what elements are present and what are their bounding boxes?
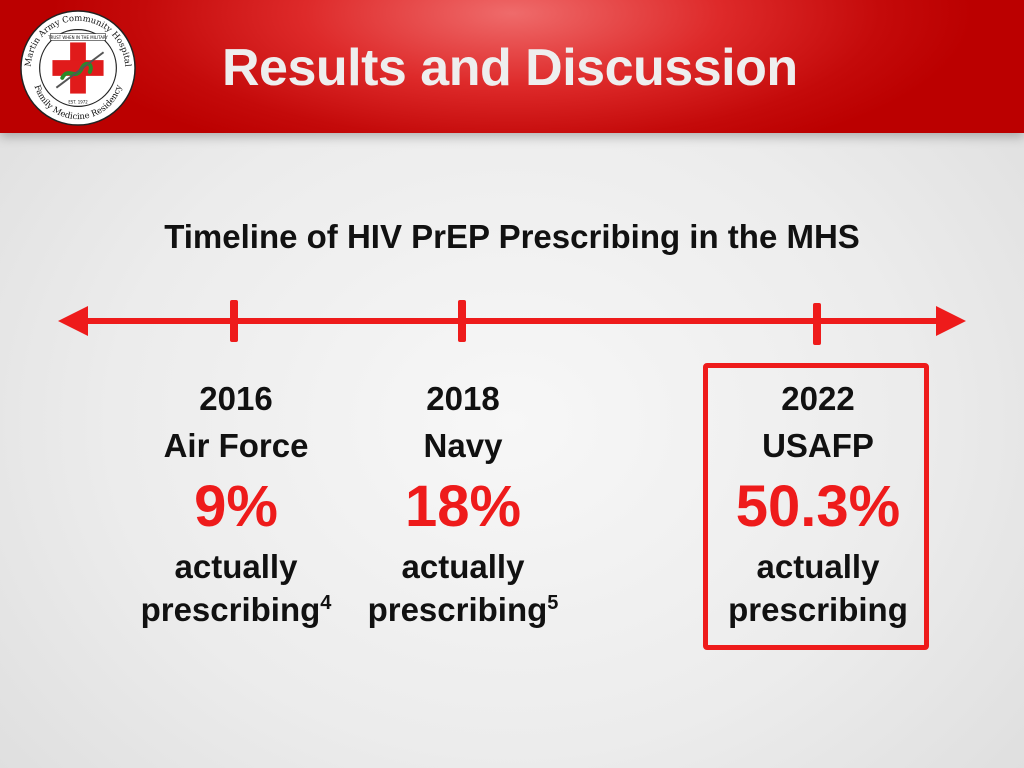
entry-year: 2016 — [199, 380, 273, 417]
entry-percent: 18% — [404, 474, 522, 539]
slide-title: Results and Discussion — [222, 39, 798, 97]
highlight-box-2022 — [703, 363, 929, 650]
entry-desc-line1: actually — [756, 548, 880, 585]
timeline-entry-2016: 2016 Air Force 9% actually prescribing4 — [116, 375, 356, 633]
timeline-right-arrow — [936, 306, 966, 336]
logo-est-text: EST. 1972 — [68, 99, 88, 104]
entry-desc-line1: actually — [401, 548, 525, 585]
entry-desc-line2: prescribing4 — [116, 587, 356, 633]
entry-org: USAFP — [762, 427, 874, 464]
logo-banner-text: TRUST WHEN IN THE MILITARY — [47, 35, 108, 40]
entry-percent: 9% — [194, 474, 278, 539]
timeline-tick-2018 — [458, 300, 466, 342]
entry-org: Air Force — [163, 427, 309, 464]
timeline-left-arrow — [58, 306, 88, 336]
entry-desc-line2: prescribing5 — [343, 587, 583, 633]
entry-reference: 4 — [320, 592, 332, 614]
entry-desc-text: prescribing — [140, 591, 321, 628]
header-bar: Martin Army Community Hospital Family Me… — [0, 0, 1024, 133]
timeline-entry-2022: 2022 USAFP 50.3% actually prescribing — [698, 375, 938, 633]
entry-desc-text: prescribing — [367, 591, 548, 628]
entry-year: 2018 — [426, 380, 500, 417]
entry-desc-text: prescribing — [728, 591, 908, 628]
entry-desc-line1: actually — [174, 548, 298, 585]
entry-reference: 5 — [547, 592, 559, 614]
timeline-entry-2018: 2018 Navy 18% actually prescribing5 — [343, 375, 583, 633]
entry-year: 2022 — [781, 380, 855, 417]
timeline-subtitle: Timeline of HIV PrEP Prescribing in the … — [164, 218, 860, 255]
timeline-tick-2022 — [813, 303, 821, 345]
timeline-tick-2016 — [230, 300, 238, 342]
timeline — [58, 300, 966, 345]
entry-desc-line2: prescribing — [698, 587, 938, 633]
entry-org: Navy — [423, 427, 503, 464]
entry-percent: 50.3% — [735, 474, 901, 539]
hospital-logo: Martin Army Community Hospital Family Me… — [20, 10, 136, 126]
